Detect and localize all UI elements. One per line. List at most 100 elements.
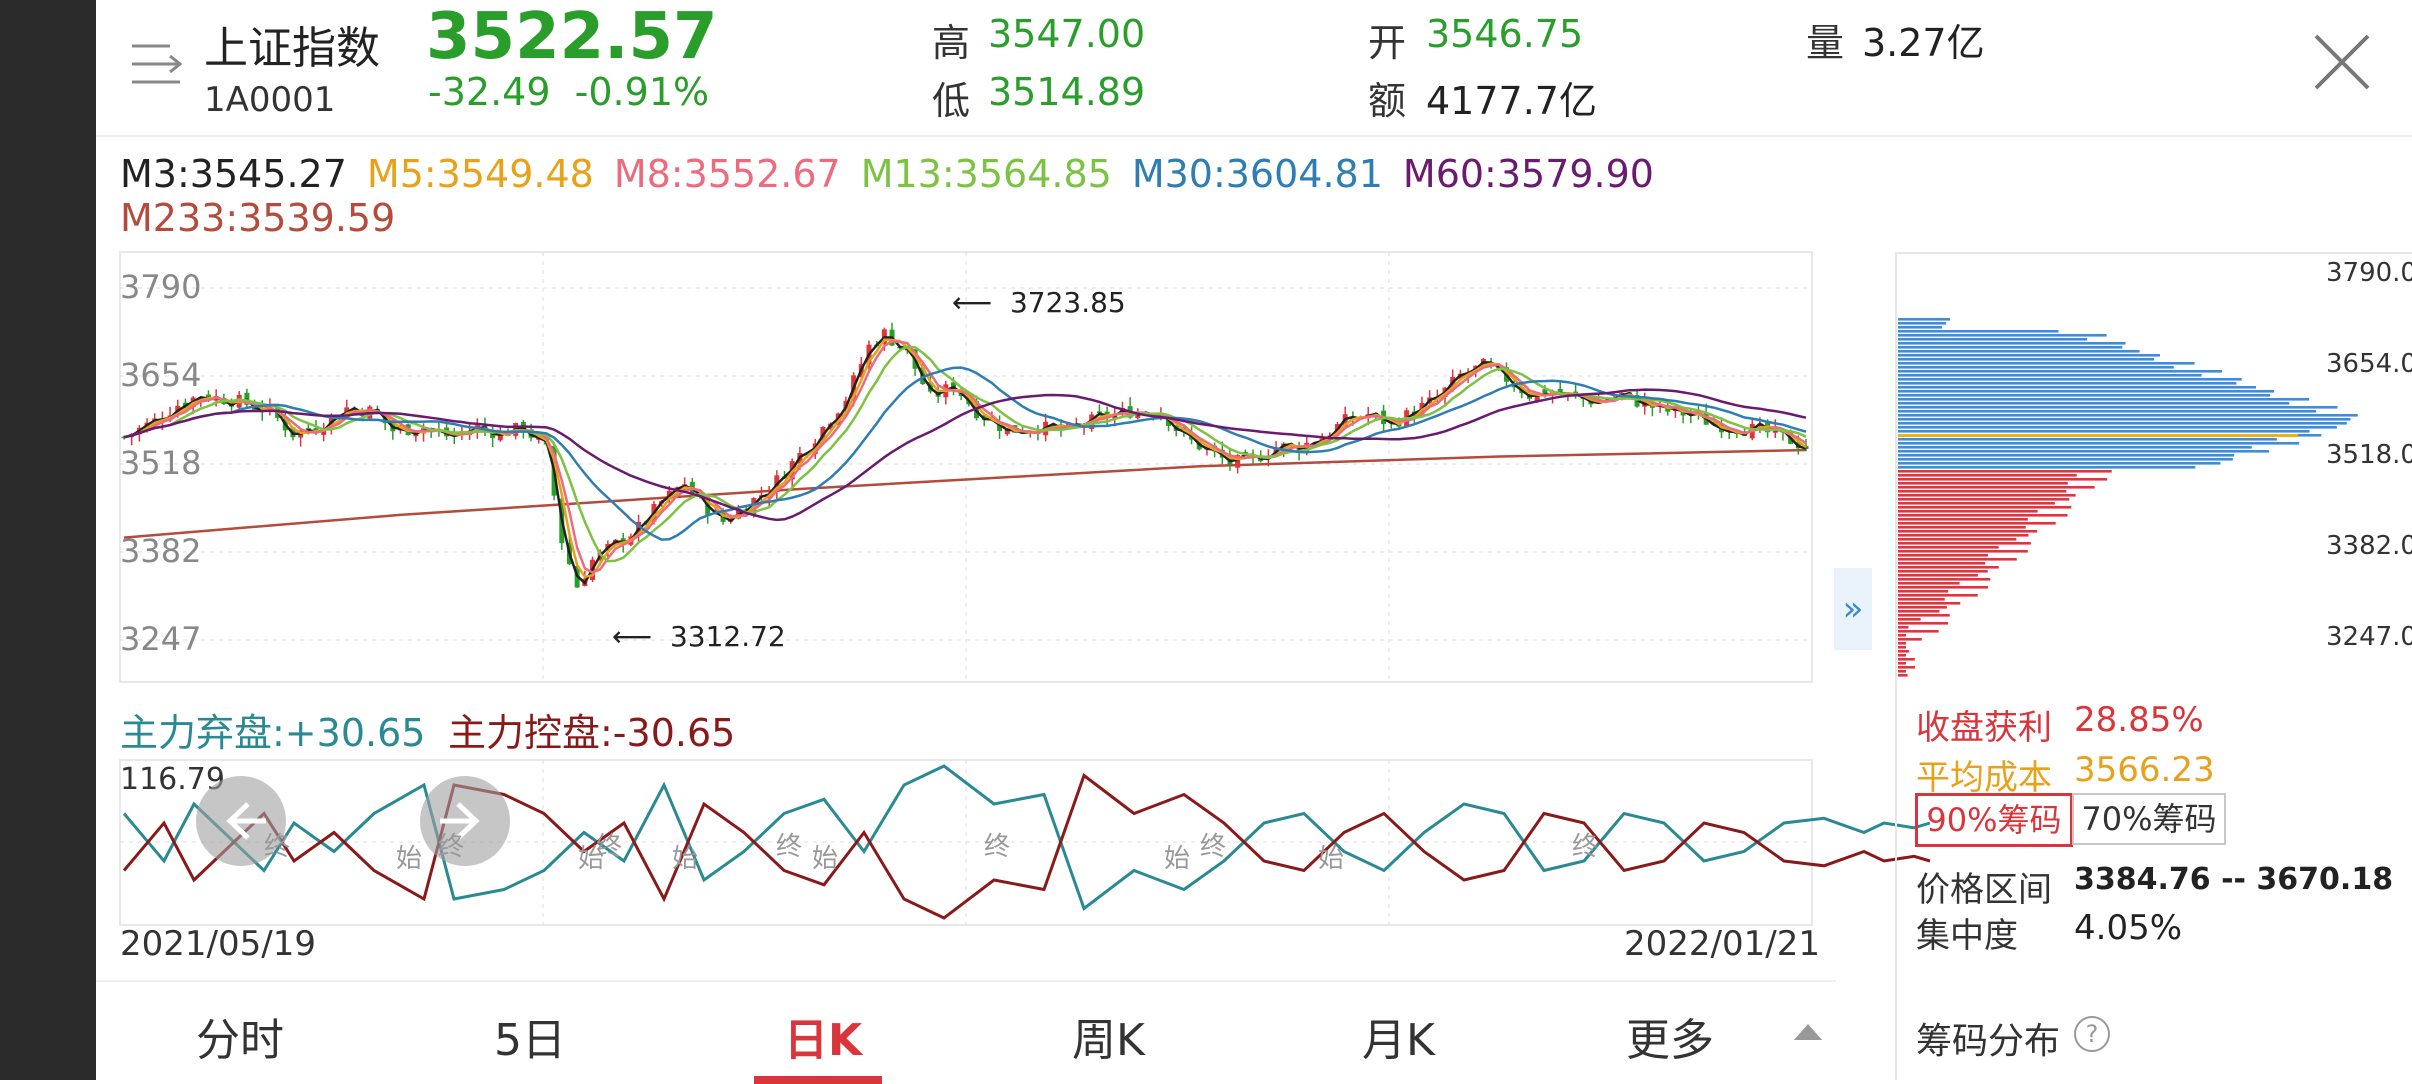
- chip-bar: [1898, 670, 1906, 673]
- chip-bar: [1898, 590, 1949, 593]
- tab-more[interactable]: 更多: [1626, 1015, 1714, 1066]
- quote-header: 上证指数 1A0001 3522.57 -32.49 -0.91% 高 3547…: [96, 0, 2412, 135]
- ma-legend-item: M13:3564.85: [860, 152, 1112, 196]
- high-annotation-value: 3723.85: [1009, 286, 1126, 319]
- chip-bar: [1898, 494, 2076, 497]
- chip-bar: [1898, 478, 2108, 481]
- chip-bar: [1898, 610, 1940, 613]
- period-tabs: 分时 5日 日K 周K 月K 更多: [96, 980, 1836, 1084]
- expand-chip-button[interactable]: »: [1834, 568, 1872, 650]
- scroll-right-button[interactable]: [420, 776, 510, 866]
- chip-bar: [1898, 450, 2270, 453]
- menu-icon[interactable]: [130, 40, 182, 88]
- chip-bar: [1898, 466, 2196, 469]
- high-annotation: ⟵ 3723.85: [952, 286, 1126, 319]
- chip-axis-label: 3518.0: [2326, 440, 2412, 470]
- indicator-mark: 始: [672, 844, 699, 874]
- chip-bar: [1898, 394, 2271, 397]
- chip-axis-label: 3654.0: [2326, 349, 2412, 379]
- chip-bar: [1898, 550, 2028, 553]
- chip-bar: [1898, 582, 1960, 585]
- chip-bar: [1898, 546, 1999, 549]
- change-amount: -32.49: [428, 70, 551, 114]
- indicator-mark: 终: [264, 832, 291, 862]
- close-icon: [2314, 34, 2370, 90]
- chip-bar: [1898, 330, 2059, 333]
- candle-body: [1004, 428, 1010, 435]
- tab-5day[interactable]: 5日: [494, 1015, 566, 1066]
- y-tick-label: 3382: [120, 532, 202, 570]
- chip-bar: [1898, 366, 2174, 369]
- open-value: 3546.75: [1426, 12, 1584, 56]
- arrow-right-icon: [440, 802, 480, 840]
- volume-value: 3.27亿: [1862, 21, 1985, 65]
- caret-up-icon[interactable]: [1794, 1024, 1822, 1040]
- chip-bar: [1898, 430, 2310, 433]
- chip-bar: [1898, 542, 2031, 545]
- chip-bar: [1898, 654, 1906, 657]
- ma-legend-item: M8:3552.67: [613, 152, 841, 196]
- ma233-line: [123, 448, 1807, 539]
- chip-bar: [1898, 522, 2056, 525]
- chip-bar: [1898, 506, 2072, 509]
- change-percent: -0.91%: [574, 70, 710, 114]
- chip-bar: [1898, 530, 2038, 533]
- ma-line: [123, 345, 1807, 563]
- chip-90-button[interactable]: 90%筹码: [1915, 793, 2073, 847]
- ma-legend-item: M60:3579.90: [1402, 152, 1654, 196]
- range-value: 3384.76 -- 3670.18: [2074, 862, 2394, 897]
- ma-legend-item: M30:3604.81: [1131, 152, 1383, 196]
- tab-daily-k[interactable]: 日K: [784, 1015, 863, 1066]
- help-icon[interactable]: ?: [2074, 1016, 2110, 1052]
- chip-bar: [1898, 446, 2252, 449]
- chip-bar: [1898, 350, 2140, 353]
- profit-label: 收盘获利: [1916, 708, 2052, 748]
- chip-bar: [1898, 346, 2123, 349]
- stock-code: 1A0001: [204, 80, 336, 120]
- chip-bar: [1898, 662, 1906, 665]
- tab-monthly-k[interactable]: 月K: [1362, 1015, 1435, 1066]
- current-price: 3522.57: [426, 0, 718, 74]
- abandon-label: 主力弃盘:+30.65: [120, 711, 426, 755]
- candle-body: [1542, 389, 1548, 397]
- left-arrow-icon: ⟵: [612, 620, 653, 653]
- scroll-left-button[interactable]: [196, 776, 286, 866]
- ma-line: [123, 338, 1807, 579]
- chip-bar: [1898, 418, 2351, 421]
- chip-bar: [1898, 614, 1950, 617]
- arrow-left-icon: [226, 802, 266, 840]
- ma-line: [123, 366, 1807, 541]
- chip-bar: [1898, 462, 2221, 465]
- indicator-mark: 终: [596, 832, 623, 862]
- abandon-line: [122, 764, 1931, 911]
- low-label: 低: [932, 79, 971, 123]
- chip-bar: [1898, 374, 2202, 377]
- amount-label: 额: [1368, 79, 1407, 123]
- tab-weekly-k[interactable]: 周K: [1072, 1015, 1145, 1066]
- chip-70-button[interactable]: 70%筹码: [2072, 793, 2226, 845]
- chip-bar: [1898, 402, 2290, 405]
- chip-panel-left-border: [1895, 252, 1897, 1080]
- range-label: 价格区间: [1916, 870, 2052, 910]
- indicator-mark: 终: [984, 832, 1011, 862]
- y-tick-label: 3518: [120, 444, 202, 482]
- chip-bar: [1898, 598, 1945, 601]
- candle-body: [1557, 388, 1563, 395]
- chip-bar: [1898, 558, 2017, 561]
- chip-axis-label: 3247.0: [2326, 622, 2412, 652]
- price-change: -32.49 -0.91%: [428, 70, 709, 114]
- chip-bar: [1898, 566, 1999, 569]
- candle-body: [997, 422, 1003, 431]
- tab-intraday[interactable]: 分时: [196, 1015, 284, 1066]
- chip-bar: [1898, 618, 1921, 621]
- chip-bar: [1898, 378, 2242, 381]
- high-value: 3547.00: [988, 12, 1146, 56]
- candle-body: [1235, 455, 1241, 468]
- chip-bar: [1898, 414, 2358, 417]
- ma-legend-row2: M233:3539.59: [120, 196, 396, 240]
- volume-label: 量: [1806, 21, 1845, 65]
- close-button[interactable]: [2310, 30, 2374, 94]
- amount-value: 4177.7亿: [1426, 79, 1597, 123]
- chip-bar: [1898, 514, 2068, 517]
